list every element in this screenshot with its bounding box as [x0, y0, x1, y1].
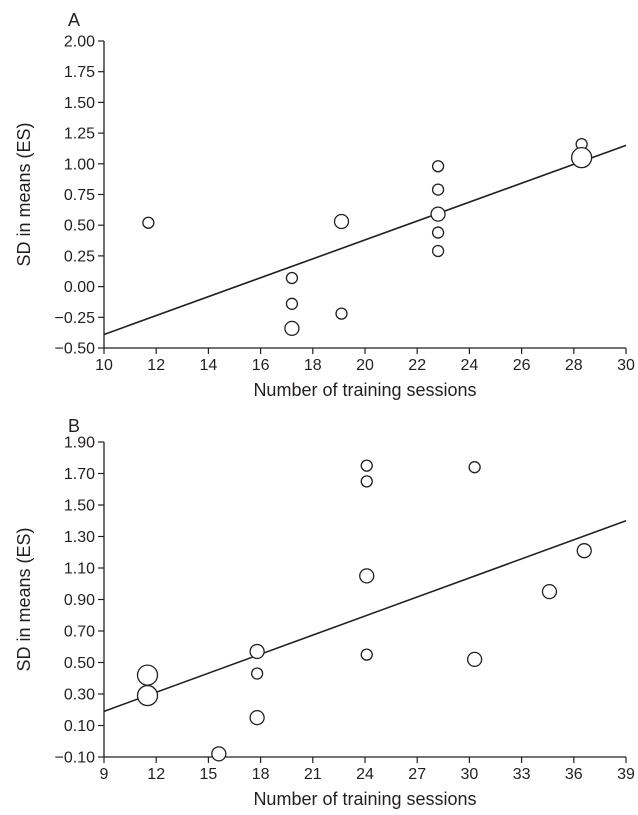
- x-tick-label-a: 30: [617, 357, 635, 374]
- data-point-b: [576, 543, 592, 559]
- data-point-b: [249, 643, 265, 660]
- data-point-b: [468, 461, 481, 474]
- x-tick-label-b: 30: [461, 766, 479, 783]
- data-point-b: [250, 667, 264, 680]
- data-point-b: [249, 709, 265, 726]
- y-tick-label-b: 1.30: [64, 529, 95, 546]
- data-point-a: [335, 307, 348, 320]
- y-tick-label-b: 1.50: [64, 498, 95, 515]
- y-tick-label-a: 0.75: [64, 187, 95, 204]
- x-tick-label-b: 33: [513, 766, 531, 783]
- y-tick-label-b: 1.70: [64, 466, 95, 483]
- x-tick-label-a: 12: [147, 357, 165, 374]
- trend-line-b: [103, 519, 627, 713]
- data-point-a: [285, 297, 299, 310]
- data-point-b: [360, 475, 373, 488]
- x-tick-label-b: 12: [147, 766, 165, 783]
- data-point-a: [284, 320, 300, 337]
- y-tick-label-b: 0.50: [64, 655, 95, 672]
- data-point-b: [541, 583, 558, 600]
- y-tick-label-a: −0.25: [55, 310, 96, 327]
- x-tick-label-b: 18: [252, 766, 270, 783]
- x-axis-title-b: Number of training sessions: [253, 789, 476, 809]
- x-tick-label-b: 21: [304, 766, 322, 783]
- y-tick-label-a: 1.00: [64, 156, 95, 173]
- data-point-a: [333, 213, 350, 230]
- data-point-a: [431, 183, 445, 196]
- x-tick-label-a: 22: [408, 357, 426, 374]
- y-tick-label-a: 2.00: [64, 34, 95, 51]
- chart-panel-b: B −0.10 0.10 0.30 0.50 0.70 0.90 1.10 1.30 1.50 1.…: [14, 416, 635, 809]
- data-point-a: [430, 206, 446, 222]
- x-axis-title-a: Number of training sessions: [253, 380, 476, 400]
- trend-line-a: [103, 144, 627, 336]
- data-point-b: [136, 664, 159, 686]
- y-tick-label-a: 0.25: [64, 248, 95, 265]
- panel-label-a: A: [68, 10, 80, 30]
- x-tick-label-a: 18: [304, 357, 322, 374]
- x-tick-label-a: 16: [252, 357, 270, 374]
- x-tick-label-b: 24: [356, 766, 374, 783]
- y-tick-label-b: 0.30: [64, 687, 95, 704]
- data-point-a: [431, 244, 445, 258]
- y-tick-label-b: −0.10: [55, 750, 96, 767]
- data-point-a: [285, 271, 299, 285]
- data-point-b: [359, 568, 375, 584]
- x-tick-label-b: 39: [617, 766, 635, 783]
- data-point-a: [570, 147, 593, 169]
- x-tick-label-a: 24: [461, 357, 479, 374]
- x-tick-label-a: 28: [565, 357, 583, 374]
- data-point-b: [360, 648, 373, 661]
- data-point-a: [431, 160, 445, 173]
- data-point-b: [466, 651, 483, 667]
- y-tick-label-b: 0.70: [64, 624, 95, 641]
- x-tick-label-a: 10: [95, 357, 113, 374]
- data-point-b: [211, 746, 227, 762]
- y-axis-title-a: SD in means (ES): [14, 122, 34, 266]
- panel-label-b: B: [68, 416, 80, 436]
- x-tick-label-b: 9: [100, 766, 109, 783]
- x-tick-label-a: 20: [356, 357, 374, 374]
- x-tick-label-b: 36: [565, 766, 583, 783]
- chart-panel-a: A −0.50 −0.25 0.00 0.25 0.50 0.75 1.00 1.25 1.50 1…: [14, 10, 635, 400]
- y-tick-label-a: 0.50: [64, 218, 95, 235]
- x-tick-label-b: 15: [200, 766, 218, 783]
- data-point-a: [142, 216, 155, 229]
- x-tick-label-a: 26: [513, 357, 531, 374]
- y-tick-label-a: 1.50: [64, 95, 95, 112]
- y-tick-label-a: 0.00: [64, 279, 95, 296]
- y-tick-label-b: 1.90: [64, 435, 95, 452]
- y-tick-label-a: 1.25: [64, 126, 95, 143]
- y-tick-label-b: 0.10: [64, 718, 95, 735]
- data-point-b: [360, 459, 373, 472]
- y-axis-title-b: SD in means (ES): [14, 527, 34, 671]
- y-tick-label-a: 1.75: [64, 64, 95, 81]
- data-point-b: [136, 684, 159, 707]
- y-tick-label-b: 1.10: [64, 561, 95, 578]
- x-tick-label-a: 14: [200, 357, 218, 374]
- y-tick-label-a: −0.50: [55, 341, 96, 358]
- y-tick-label-b: 0.90: [64, 592, 95, 609]
- data-point-a: [431, 226, 445, 239]
- x-tick-label-b: 27: [408, 766, 426, 783]
